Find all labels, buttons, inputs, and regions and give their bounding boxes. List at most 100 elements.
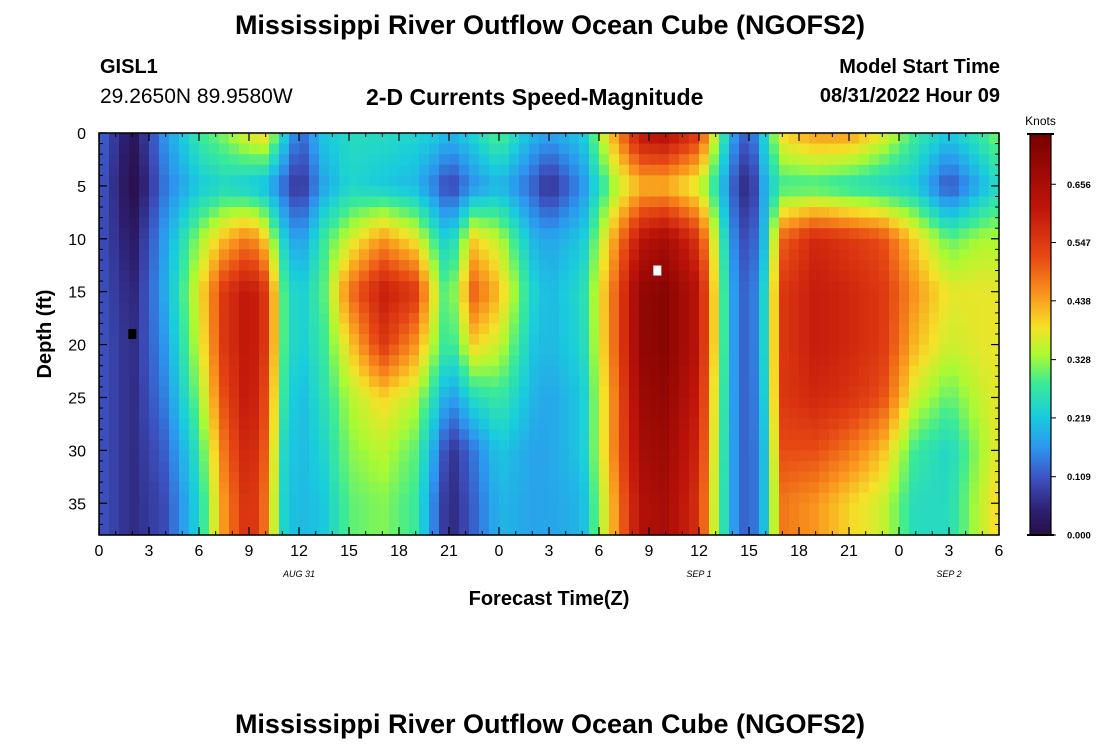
heatmap-cell [709,291,720,303]
colorbar-segment [1030,474,1051,478]
heatmap-cell [869,207,880,219]
heatmap-cell [339,408,350,420]
heatmap-cell [299,291,310,303]
heatmap-cell [549,386,560,399]
heatmap-cell [969,196,980,208]
heatmap-cell [829,460,840,473]
heatmap-cell [469,164,480,176]
heatmap-cell [629,270,640,282]
heatmap-cell [829,281,840,293]
heatmap-cell [539,185,550,198]
heatmap-cell [869,334,880,346]
heatmap-cell [549,259,560,272]
heatmap-cell [939,259,950,272]
heatmap-cell [279,386,290,399]
heatmap-cell [99,365,110,377]
heatmap-cell [849,291,860,303]
heatmap-cell [339,397,350,409]
heatmap-cell [469,228,480,240]
heatmap-cell [609,471,620,483]
heatmap-cell [389,175,400,187]
heatmap-cell [189,281,200,293]
heatmap-cell [429,175,440,187]
heatmap-cell [279,460,290,473]
heatmap-cell [469,259,480,272]
heatmap-cell [259,238,270,250]
heatmap-cell [809,408,820,420]
heatmap-cell [579,238,590,250]
heatmap-cell [939,312,950,325]
heatmap-cell [389,302,400,314]
heatmap-cell [989,492,1000,504]
heatmap-cell [289,408,300,420]
heatmap-cell [869,524,880,536]
heatmap-cell [949,408,960,420]
heatmap-cell [659,143,670,155]
colorbar-segment [1030,244,1051,248]
x-tick-label: 6 [595,543,604,560]
colorbar-segment [1030,412,1051,416]
heatmap-cell [679,513,690,526]
heatmap-cell [399,460,410,473]
colorbar-segment [1030,176,1051,180]
heatmap-cell [129,503,140,515]
heatmap-cell [479,133,490,145]
heatmap-cell [689,207,700,219]
heatmap-cell [429,513,440,526]
heatmap-cell [669,408,680,420]
heatmap-cell [659,217,670,229]
heatmap-cell [759,344,770,356]
heatmap-cell [469,207,480,219]
heatmap-cell [429,196,440,208]
heatmap-cell [909,291,920,303]
heatmap-cell [309,217,320,229]
heatmap-cell [659,450,670,462]
heatmap-cell [389,492,400,504]
heatmap-cell [589,503,600,515]
heatmap-cell [419,397,430,409]
heatmap-cell [489,492,500,504]
colorbar-segment [1030,467,1051,471]
heatmap-cell [929,418,940,430]
heatmap-cell [579,312,590,325]
heatmap-cell [919,450,930,462]
heatmap-cell [839,291,850,303]
heatmap-cell [909,344,920,356]
heatmap-cell [979,524,990,536]
heatmap-cell [959,408,970,420]
heatmap-cell [239,482,250,494]
heatmap-cell [439,291,450,303]
heatmap-cell [979,376,990,388]
heatmap-cell [419,524,430,536]
heatmap-cell [369,355,380,367]
heatmap-cell [729,386,740,399]
heatmap-cell [459,334,470,346]
heatmap-cell [789,238,800,250]
heatmap-cell [599,524,610,536]
heatmap-cell [869,323,880,335]
heatmap-cell [599,450,610,462]
heatmap-cell [319,450,330,462]
heatmap-cell [389,249,400,261]
heatmap-cell [529,355,540,367]
heatmap-cell [639,302,650,314]
heatmap-cell [809,386,820,399]
heatmap-cell [449,185,460,198]
heatmap-cell [899,312,910,325]
heatmap-cell [349,439,360,451]
heatmap-cell [289,143,300,155]
heatmap-cell [539,196,550,208]
colorbar-segment [1030,214,1051,218]
heatmap-cell [269,439,280,451]
heatmap-cell [679,238,690,250]
heatmap-cell [549,450,560,462]
heatmap-cell [129,207,140,219]
heatmap-cell [659,334,670,346]
heatmap-cell [489,376,500,388]
heatmap-cell [649,408,660,420]
heatmap-cell [209,291,220,303]
heatmap-cell [969,439,980,451]
heatmap-cell [749,460,760,473]
heatmap-cell [99,312,110,325]
heatmap-cell [879,450,890,462]
